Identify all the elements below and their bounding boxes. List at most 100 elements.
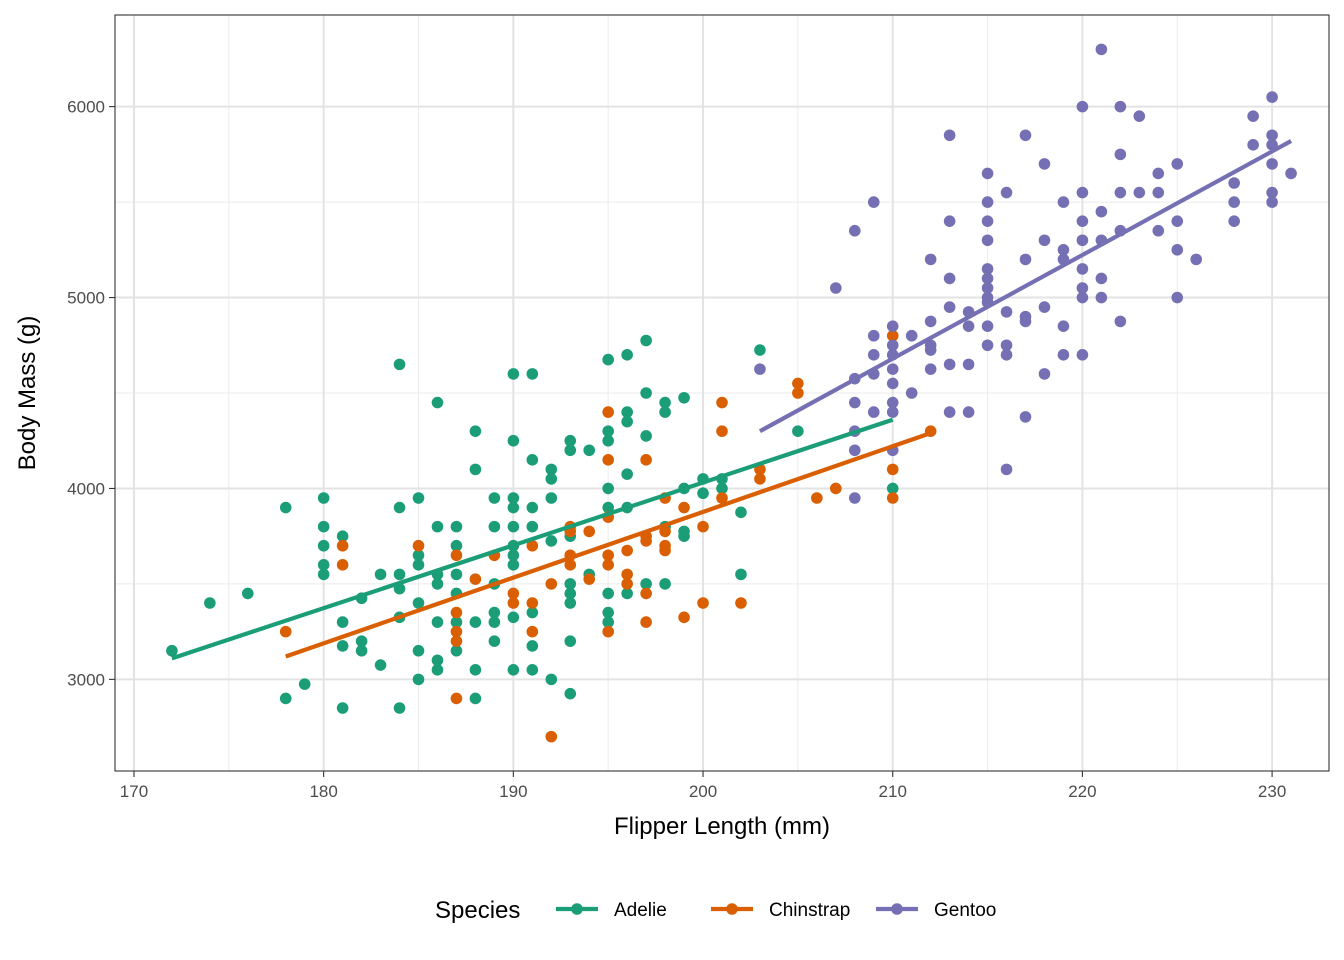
adelie-point xyxy=(621,468,633,480)
gentoo-point xyxy=(1000,186,1013,199)
chinstrap-point xyxy=(602,625,614,638)
adelie-point xyxy=(526,520,539,533)
gentoo-point xyxy=(886,396,899,409)
adelie-point xyxy=(431,396,444,409)
chinstrap-fit-line xyxy=(285,431,932,659)
gentoo-point xyxy=(848,224,861,237)
legend-key-point-chinstrap xyxy=(726,903,738,915)
adelie-point xyxy=(336,530,349,542)
adelie-point xyxy=(678,391,690,404)
gentoo-point xyxy=(1152,186,1165,199)
chinstrap-point xyxy=(640,454,652,466)
adelie-point xyxy=(488,616,501,628)
adelie-point xyxy=(393,358,406,371)
gentoo-point xyxy=(1114,100,1127,113)
gentoo-point xyxy=(981,282,994,294)
minor-gridlines xyxy=(115,15,1329,771)
adelie-point xyxy=(545,673,558,686)
data-points xyxy=(166,43,1297,743)
adelie-point xyxy=(431,664,444,676)
gentoo-point xyxy=(1114,148,1127,161)
adelie-point xyxy=(469,692,482,705)
adelie-point xyxy=(526,606,539,619)
gentoo-point xyxy=(886,377,899,390)
adelie-point xyxy=(450,644,463,657)
gentoo-point xyxy=(962,320,975,332)
x-tick-label: 210 xyxy=(879,782,907,801)
gentoo-point xyxy=(886,320,899,332)
adelie-point xyxy=(602,616,614,628)
gentoo-point xyxy=(1076,100,1089,113)
adelie-point xyxy=(507,501,520,514)
chinstrap-point xyxy=(412,539,425,552)
legend-label-gentoo: Gentoo xyxy=(934,900,996,921)
gentoo-point xyxy=(962,358,975,371)
adelie-point xyxy=(602,482,614,495)
adelie-point xyxy=(241,587,254,600)
adelie-point xyxy=(355,644,368,657)
adelie-point xyxy=(204,597,216,609)
chinstrap-point xyxy=(450,635,463,647)
adelie-point xyxy=(640,387,652,399)
adelie-point xyxy=(336,640,349,652)
adelie-point xyxy=(507,434,520,447)
gentoo-point xyxy=(981,196,994,208)
adelie-point xyxy=(564,635,577,647)
gentoo-point xyxy=(981,263,994,275)
adelie-point xyxy=(507,611,520,624)
y-tick-label: 5000 xyxy=(67,289,105,308)
adelie-point xyxy=(507,520,520,533)
chinstrap-point xyxy=(830,482,842,495)
gentoo-point xyxy=(943,406,956,418)
x-tick-label: 220 xyxy=(1068,782,1096,801)
adelie-point xyxy=(602,587,614,600)
adelie-point xyxy=(659,396,671,409)
adelie-point xyxy=(602,434,614,447)
adelie-point xyxy=(526,664,539,676)
adelie-point xyxy=(298,678,311,690)
gentoo-point xyxy=(962,406,975,418)
adelie-point xyxy=(564,434,577,447)
chinstrap-point xyxy=(716,396,728,409)
gentoo-point xyxy=(830,282,842,294)
gentoo-point xyxy=(981,234,994,247)
adelie-point xyxy=(412,559,425,571)
gentoo-point xyxy=(1057,244,1070,256)
gentoo-point xyxy=(867,349,880,361)
adelie-point xyxy=(336,702,349,714)
gentoo-point xyxy=(1095,205,1108,218)
adelie-point xyxy=(469,425,482,437)
chinstrap-point xyxy=(526,625,539,638)
adelie-point xyxy=(564,587,577,600)
gentoo-point xyxy=(1266,158,1278,170)
adelie-point xyxy=(450,616,463,628)
legend-label-chinstrap: Chinstrap xyxy=(769,900,850,921)
legend-title: Species xyxy=(435,897,520,924)
gentoo-point xyxy=(1171,215,1184,227)
chinstrap-point xyxy=(507,587,520,600)
chinstrap-point xyxy=(545,578,558,590)
adelie-point xyxy=(412,673,425,686)
gentoo-point xyxy=(943,129,956,142)
gentoo-point xyxy=(924,363,937,375)
adelie-point xyxy=(317,520,330,533)
plot-border xyxy=(114,14,1330,772)
adelie-point xyxy=(374,568,387,581)
adelie-point xyxy=(545,473,558,485)
gentoo-point xyxy=(1000,349,1013,361)
adelie-point xyxy=(450,539,463,552)
gentoo-point xyxy=(1038,368,1051,380)
chinstrap-point xyxy=(659,525,671,538)
gentoo-point xyxy=(1266,91,1278,103)
adelie-point xyxy=(488,492,501,504)
gentoo-point xyxy=(924,253,937,266)
gentoo-point xyxy=(1171,291,1184,304)
adelie-point xyxy=(374,659,387,671)
adelie-point xyxy=(792,425,804,437)
gentoo-point xyxy=(1019,253,1032,266)
adelie-point xyxy=(640,578,652,590)
gentoo-point xyxy=(905,329,918,342)
adelie-point xyxy=(469,463,482,476)
adelie-point xyxy=(545,535,558,547)
chinstrap-point xyxy=(640,587,652,600)
